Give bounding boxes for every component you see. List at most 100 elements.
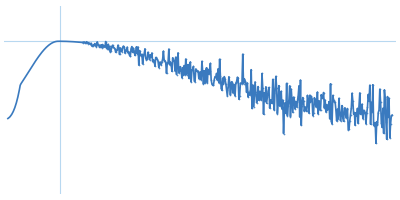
Point <box>82 41 88 44</box>
Point <box>190 68 196 71</box>
Point <box>276 104 283 108</box>
Point <box>364 105 371 109</box>
Point <box>246 93 253 97</box>
Point <box>135 45 141 49</box>
Point <box>378 121 384 124</box>
Point <box>86 41 92 44</box>
Point <box>120 46 126 49</box>
Point <box>329 122 335 126</box>
Point <box>236 94 243 97</box>
Point <box>388 114 394 117</box>
Point <box>336 97 342 100</box>
Point <box>216 58 223 61</box>
Point <box>366 84 373 87</box>
Point <box>102 40 109 43</box>
Point <box>210 83 217 87</box>
Point <box>104 47 110 50</box>
Point <box>237 82 244 85</box>
Point <box>115 44 121 47</box>
Point <box>317 108 324 112</box>
Point <box>108 49 114 52</box>
Point <box>110 44 116 47</box>
Point <box>262 100 268 103</box>
Point <box>295 94 301 97</box>
Point <box>122 50 129 53</box>
Point <box>170 59 177 62</box>
Point <box>146 54 152 57</box>
Point <box>90 43 96 46</box>
Point <box>316 108 323 111</box>
Point <box>147 53 154 56</box>
Point <box>365 93 372 96</box>
Point <box>192 80 198 83</box>
Point <box>110 45 116 49</box>
Point <box>260 113 267 116</box>
Point <box>82 41 89 45</box>
Point <box>372 121 378 124</box>
Point <box>328 120 334 123</box>
Point <box>252 80 258 84</box>
Point <box>136 64 142 67</box>
Point <box>102 45 108 49</box>
Point <box>265 89 271 92</box>
Point <box>314 104 320 107</box>
Point <box>363 122 369 125</box>
Point <box>200 70 206 73</box>
Point <box>364 112 370 115</box>
Point <box>95 43 101 47</box>
Point <box>361 112 368 115</box>
Point <box>125 51 131 54</box>
Point <box>199 60 205 63</box>
Point <box>280 99 286 102</box>
Point <box>344 116 350 119</box>
Point <box>311 96 318 99</box>
Point <box>194 70 200 73</box>
Point <box>133 45 140 48</box>
Point <box>245 95 251 99</box>
Point <box>250 105 257 108</box>
Point <box>291 99 298 102</box>
Point <box>130 51 136 54</box>
Point <box>319 96 325 100</box>
Point <box>379 126 385 129</box>
Point <box>375 111 382 114</box>
Point <box>92 44 99 47</box>
Point <box>162 61 169 64</box>
Point <box>290 111 296 114</box>
Point <box>103 44 110 48</box>
Point <box>366 99 372 103</box>
Point <box>232 94 238 97</box>
Point <box>166 63 173 66</box>
Point <box>89 44 96 48</box>
Point <box>256 90 263 93</box>
Point <box>94 40 100 43</box>
Point <box>272 87 278 90</box>
Point <box>381 88 388 91</box>
Point <box>266 107 273 110</box>
Point <box>267 98 274 101</box>
Point <box>297 78 304 82</box>
Point <box>224 94 230 98</box>
Point <box>312 98 318 101</box>
Point <box>230 83 237 86</box>
Point <box>273 75 279 78</box>
Point <box>208 78 214 81</box>
Point <box>239 82 245 85</box>
Point <box>159 60 165 63</box>
Point <box>179 76 185 79</box>
Point <box>162 59 168 62</box>
Point <box>226 81 233 84</box>
Point <box>223 89 230 92</box>
Point <box>129 45 135 48</box>
Point <box>123 48 130 51</box>
Point <box>384 95 391 98</box>
Point <box>206 72 212 76</box>
Point <box>286 98 292 101</box>
Point <box>192 67 199 71</box>
Point <box>148 55 154 59</box>
Point <box>323 110 329 114</box>
Point <box>126 54 133 57</box>
Point <box>238 82 244 85</box>
Point <box>266 86 272 89</box>
Point <box>360 117 366 120</box>
